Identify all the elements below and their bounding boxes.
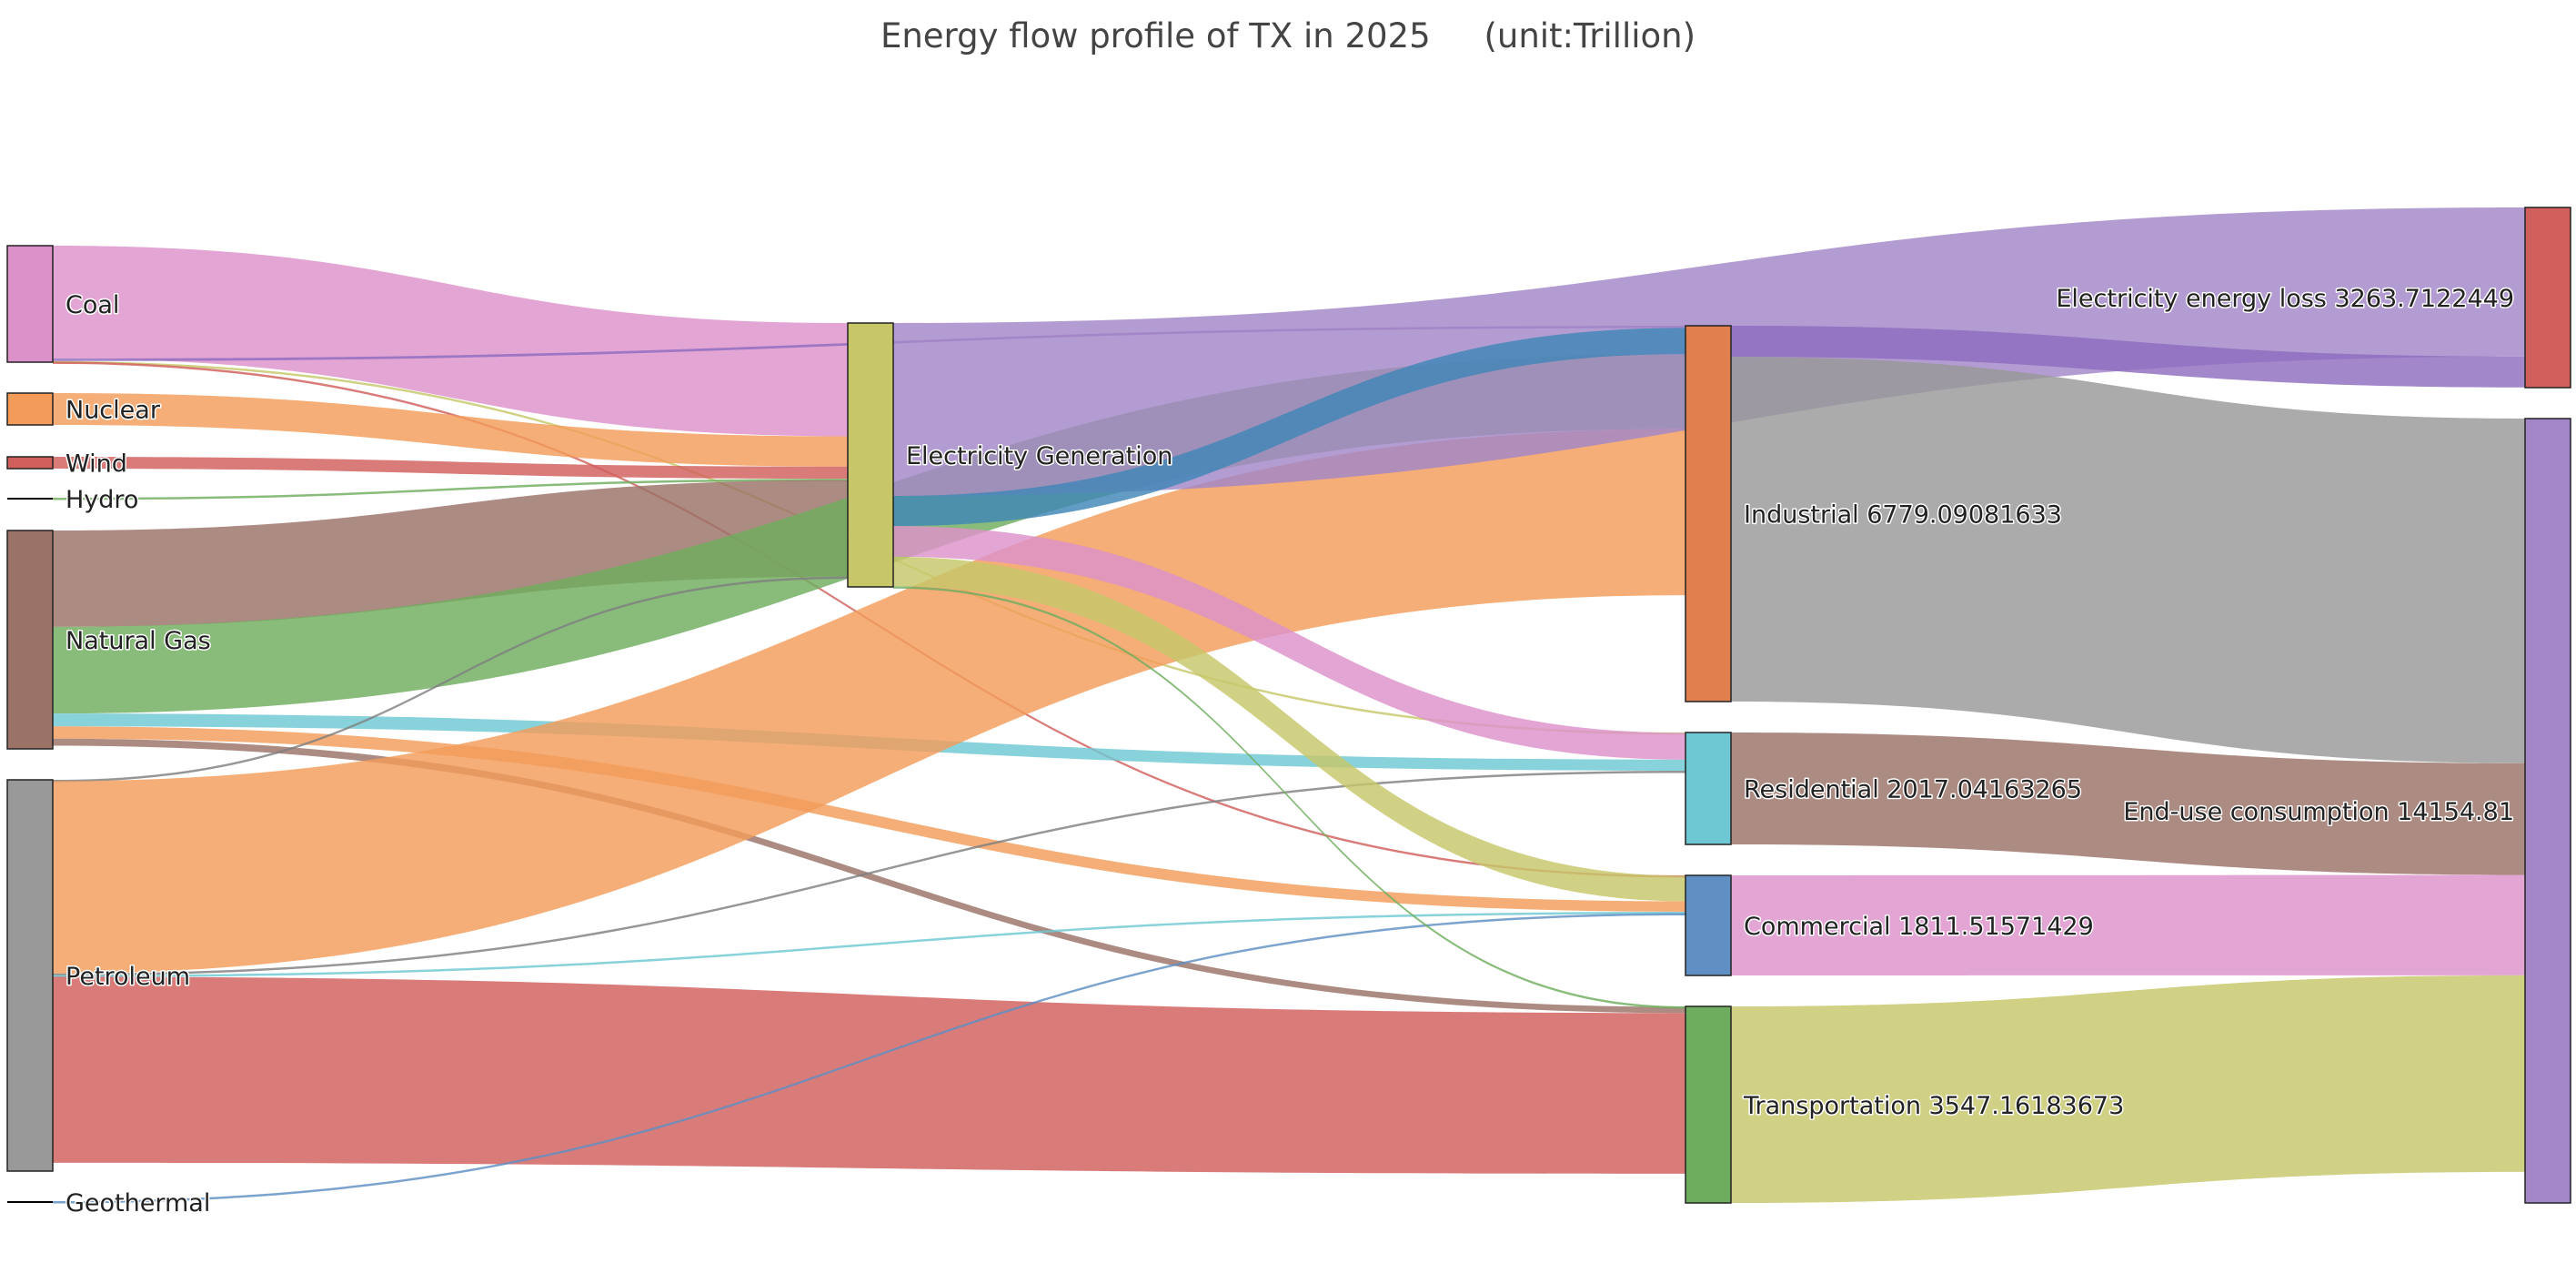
sankey-link-natgas-to-elecgen[interactable]	[53, 480, 848, 627]
sankey-link-elecgen-to-industrial[interactable]	[893, 328, 1685, 527]
sankey-link-petroleum-to-residential[interactable]	[53, 770, 1685, 976]
chart-title: Energy flow profile of TX in 2025 (unit:…	[0, 16, 2576, 56]
sankey-node-label-wind: Wind	[65, 450, 127, 479]
sankey-node-residential[interactable]	[1685, 732, 1732, 845]
sankey-link-natgas-to-transportation[interactable]	[53, 738, 1685, 1014]
sankey-link-industrial-to-enduse[interactable]	[1731, 357, 2525, 763]
sankey-link-wind-to-elecgen[interactable]	[53, 457, 848, 480]
sankey-node-enduse[interactable]	[2524, 418, 2571, 1204]
sankey-node-hydro[interactable]	[7, 498, 53, 500]
sankey-link-commercial-to-enduse[interactable]	[1731, 874, 2525, 975]
sankey-link-industrial-to-loss[interactable]	[1731, 326, 2525, 388]
sankey-link-transportation-to-enduse[interactable]	[1731, 975, 2525, 1203]
sankey-labels: Coal Nuclear Wind Hydro Natural Gas Petroleum…	[65, 284, 2516, 1219]
chart-unit-text: (unit:Trillion)	[1484, 16, 1696, 56]
sankey-node-geothermal[interactable]	[7, 1201, 53, 1203]
sankey-node-label-industrial: Industrial 6779.09081633	[1744, 501, 2062, 530]
sankey-node-coal[interactable]	[6, 245, 54, 363]
sankey-node-label-enduse: End-use consumption 14154.81	[2123, 798, 2514, 826]
sankey-link-geothermal-to-commercial[interactable]	[53, 913, 1685, 1204]
sankey-node-label-commercial: Commercial 1811.51571429	[1744, 913, 2094, 941]
sankey-node-label-petroleum: Petroleum	[65, 963, 190, 991]
sankey-link-natgas-to-commercial[interactable]	[53, 726, 1685, 912]
sankey-node-industrial[interactable]	[1685, 325, 1732, 702]
chart-title-text: Energy flow profile of TX in 2025	[880, 16, 1431, 56]
sankey-link-coal-to-elecgen[interactable]	[53, 246, 848, 437]
sankey-node-commercial[interactable]	[1685, 874, 1732, 976]
sankey-link-elecgen-to-commercial[interactable]	[893, 556, 1685, 902]
sankey-node-label-loss: Electricity energy loss 3263.7122449	[2056, 285, 2514, 313]
sankey-node-elecgen[interactable]	[847, 322, 894, 588]
sankey-node-nuclear[interactable]	[6, 392, 54, 426]
sankey-link-petroleum-to-industrial[interactable]	[53, 429, 1685, 974]
sankey-node-label-transportation: Transportation 3547.16183673	[1743, 1092, 2124, 1120]
sankey-link-elecgen-to-residential[interactable]	[893, 526, 1685, 760]
sankey-node-wind[interactable]	[6, 456, 54, 470]
sankey-link-residential-to-enduse[interactable]	[1731, 733, 2525, 875]
sankey-node-label-residential: Residential 2017.04163265	[1744, 776, 2082, 804]
sankey-node-label-nuclear: Nuclear	[65, 397, 161, 425]
sankey-node-label-natgas: Natural Gas	[65, 627, 211, 655]
sankey-node-petroleum[interactable]	[6, 779, 54, 1172]
sankey-node-natgas[interactable]	[6, 530, 54, 750]
sankey-link-petroleum-to-transportation[interactable]	[53, 976, 1685, 1174]
sankey-node-label-geothermal: Geothermal	[65, 1189, 210, 1218]
sankey-link-elecgen-to-transportation[interactable]	[893, 586, 1685, 1009]
sankey-link-petroleum-to-elecgen[interactable]	[53, 576, 848, 783]
sankey-node-label-coal: Coal	[65, 291, 119, 319]
sankey-link-petroleum-to-commercial[interactable]	[53, 911, 1685, 978]
sankey-node-label-hydro: Hydro	[65, 486, 138, 514]
sankey-node-transportation[interactable]	[1685, 1005, 1732, 1204]
sankey-links	[53, 207, 2525, 1204]
sankey-link-nuclear-to-elecgen[interactable]	[53, 393, 848, 467]
sankey-nodes	[6, 207, 2571, 1204]
sankey-node-loss[interactable]	[2524, 207, 2571, 389]
sankey-link-hydro-to-elecgen[interactable]	[53, 479, 848, 500]
sankey-node-label-elecgen: Electricity Generation	[906, 442, 1172, 470]
